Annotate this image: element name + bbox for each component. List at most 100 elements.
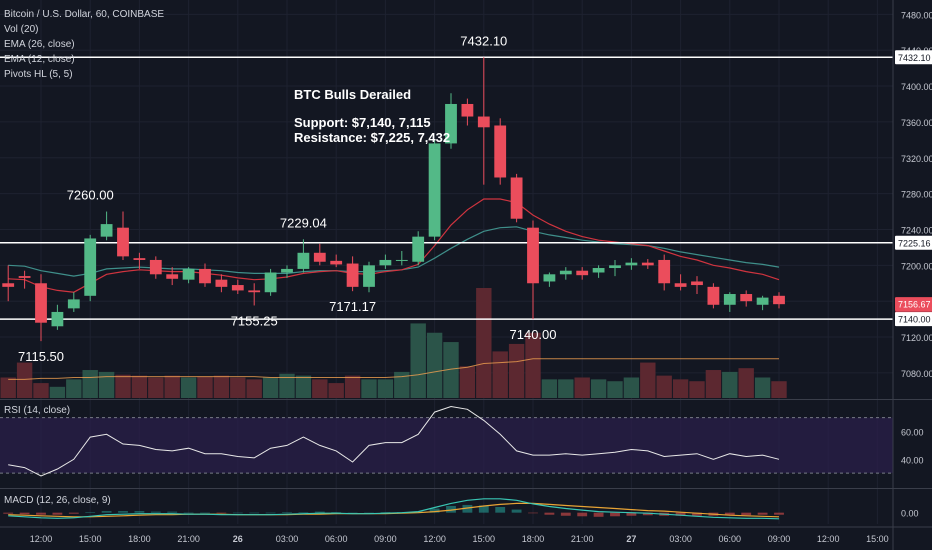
macd-histogram-bar [347, 512, 358, 514]
macd-histogram-bar [544, 512, 555, 515]
pane-separators[interactable] [0, 399, 932, 489]
candle-body [691, 281, 703, 286]
macd-histogram-bar [511, 509, 522, 513]
macd-histogram-bar [380, 512, 391, 513]
candle-body [313, 252, 326, 262]
volume-bar [16, 362, 33, 398]
macd-line [8, 498, 780, 520]
volume-bar [262, 377, 279, 398]
candle-body [527, 227, 539, 284]
macd-histogram-bar [626, 512, 637, 516]
macd-tick-label: 0.00 [901, 509, 919, 519]
macd-histogram-bar [446, 505, 456, 513]
macd-histogram-bar [68, 512, 79, 514]
time-tick-label: 03:00 [669, 534, 692, 544]
time-tick-label: 15:00 [473, 534, 496, 544]
volume-bar [640, 362, 656, 398]
macd-pane[interactable]: MACD (12, 26, close, 9) 0.00 [3, 495, 919, 520]
macd-histogram-bar [216, 512, 227, 514]
time-tick-label: 15:00 [866, 534, 889, 544]
candle-body [461, 103, 474, 117]
time-tick-label: 12:00 [817, 534, 840, 544]
legend-item: Vol (20) [4, 24, 38, 35]
volume-bar [0, 377, 16, 398]
volume-bar [33, 383, 49, 398]
pivot-label: 7171.17 [329, 299, 376, 314]
volume-bar [722, 371, 738, 398]
macd-histogram-bar [249, 512, 260, 514]
volume-bar [82, 370, 98, 398]
macd-histogram-bar [314, 511, 325, 513]
macd-histogram-bar [692, 512, 702, 516]
rsi-tick-label: 40.00 [901, 455, 924, 465]
volume-ma-line [8, 358, 779, 380]
volume-bar [525, 332, 541, 398]
macd-histogram-bar [364, 512, 374, 514]
time-tick-label: 09:00 [768, 534, 791, 544]
candle-body [346, 263, 359, 287]
candle-body [133, 258, 146, 260]
candle-body [740, 294, 753, 302]
time-axis[interactable]: 12:00 15:00 18:00 21:00 26 03:00 06:00 09:00 12:… [0, 526, 932, 544]
pivot-label: 7260.00 [67, 188, 114, 203]
ema-lines [8, 198, 780, 293]
candle-body [67, 299, 80, 309]
price-axis[interactable]: 7480.007440.007400.007360.007320.007280.… [892, 0, 932, 550]
volume-bar [230, 377, 246, 398]
macd-histogram-bar [610, 512, 620, 517]
candle-body [641, 262, 654, 266]
time-tick-label: 21:00 [177, 534, 200, 544]
volume-bar [410, 323, 426, 398]
macd-histogram-bar [757, 512, 768, 515]
candle-body [149, 259, 162, 275]
candle-body [412, 236, 425, 262]
volume-bar [689, 381, 705, 398]
rsi-tick-label: 60.00 [901, 428, 924, 438]
macd-histogram-bar [675, 512, 686, 516]
macd-histogram-bar [282, 512, 292, 513]
volume-bar [377, 379, 394, 398]
volume-bar [672, 379, 689, 398]
volume-bar [98, 371, 115, 398]
price-tick-label: 7360.00 [901, 118, 932, 128]
candle-body [723, 294, 736, 305]
candle-body [773, 295, 785, 305]
ema12-line [8, 198, 780, 293]
time-tick-label: 27 [626, 534, 636, 544]
price-tick-label: 7280.00 [901, 190, 932, 200]
price-tick-label: 7080.00 [901, 369, 932, 379]
annotation-title: BTC Bulls Derailed [294, 87, 411, 102]
macd-histogram-bar [774, 512, 784, 515]
candle-body [281, 268, 293, 273]
volume-bar [148, 377, 164, 398]
volume-bar [115, 374, 131, 398]
rsi-pane[interactable]: RSI (14, close) 60.00 40.00 [0, 405, 924, 477]
volume-bar [607, 381, 623, 398]
legend-item: Pivots HL (5, 5) [4, 69, 73, 80]
horizontal-levels[interactable] [0, 56, 893, 320]
macd-histogram-bar [232, 512, 243, 514]
candles[interactable] [2, 57, 785, 342]
candle-body [231, 285, 244, 291]
price-tick-label: 7240.00 [901, 225, 932, 235]
macd-histogram-bar [167, 511, 178, 513]
macd-histogram-bar [495, 507, 506, 513]
volume-bar [508, 343, 525, 398]
volume-bar [49, 386, 66, 398]
time-tick-label: 21:00 [571, 534, 594, 544]
candle-body [592, 268, 605, 273]
volume-bar [656, 375, 672, 398]
annotation-resistance: Resistance: $7,225, 7,432 [294, 130, 450, 145]
price-tick-label: 7480.00 [901, 10, 932, 20]
legend-item: Bitcoin / U.S. Dollar, 60, COINBASE [4, 9, 164, 20]
macd-histogram-bar [577, 512, 588, 517]
volume-bars [0, 288, 787, 398]
macd-histogram-bar [462, 504, 473, 513]
legend: Bitcoin / U.S. Dollar, 60, COINBASE Vol (… [4, 9, 164, 80]
price-badge-label: 7140.00 [898, 315, 931, 325]
macd-histogram-bar [642, 512, 653, 516]
volume-bar [443, 342, 459, 398]
candle-body [166, 274, 179, 279]
candle-body [395, 259, 408, 261]
